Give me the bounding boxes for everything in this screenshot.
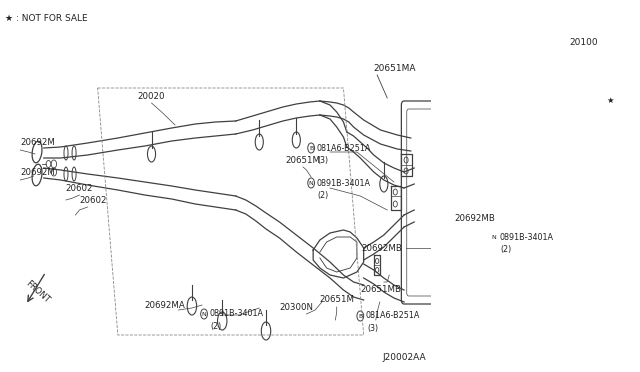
Text: 081A6-B251A: 081A6-B251A (317, 144, 371, 153)
Text: N: N (202, 311, 207, 317)
Text: 0891B-3401A: 0891B-3401A (317, 179, 371, 187)
Text: 20602: 20602 (66, 183, 93, 192)
Text: 20692MB: 20692MB (454, 214, 495, 222)
Text: 20602: 20602 (79, 196, 107, 205)
Text: 20300N: 20300N (279, 304, 314, 312)
Text: 20692M: 20692M (20, 167, 55, 176)
Text: 20651M: 20651M (285, 155, 321, 164)
Text: 081A6-B251A: 081A6-B251A (365, 311, 420, 321)
Text: B: B (358, 314, 362, 318)
Text: 20651M: 20651M (319, 295, 354, 305)
Text: 20100: 20100 (569, 38, 598, 46)
Text: (2): (2) (500, 244, 511, 253)
Text: B: B (309, 145, 313, 151)
Text: J20002AA: J20002AA (382, 353, 426, 362)
Text: 20692M: 20692M (20, 138, 55, 147)
Text: ★: ★ (606, 96, 614, 105)
Text: 20651MA: 20651MA (373, 64, 415, 73)
Text: 0891B-3401A: 0891B-3401A (499, 232, 553, 241)
Text: 20692MB: 20692MB (362, 244, 403, 253)
Text: (3): (3) (318, 155, 329, 164)
Text: ★ : NOT FOR SALE: ★ : NOT FOR SALE (5, 14, 88, 23)
Text: 20651MB: 20651MB (360, 285, 401, 295)
Text: N: N (492, 234, 496, 240)
Text: FRONT: FRONT (24, 279, 51, 305)
Text: (2): (2) (318, 190, 329, 199)
Text: 0891B-3401A: 0891B-3401A (209, 310, 264, 318)
Text: 20020: 20020 (138, 92, 165, 100)
Text: N: N (308, 180, 314, 186)
Text: (3): (3) (367, 324, 378, 333)
Text: (2): (2) (211, 321, 222, 330)
Text: 20692MA: 20692MA (145, 301, 186, 310)
